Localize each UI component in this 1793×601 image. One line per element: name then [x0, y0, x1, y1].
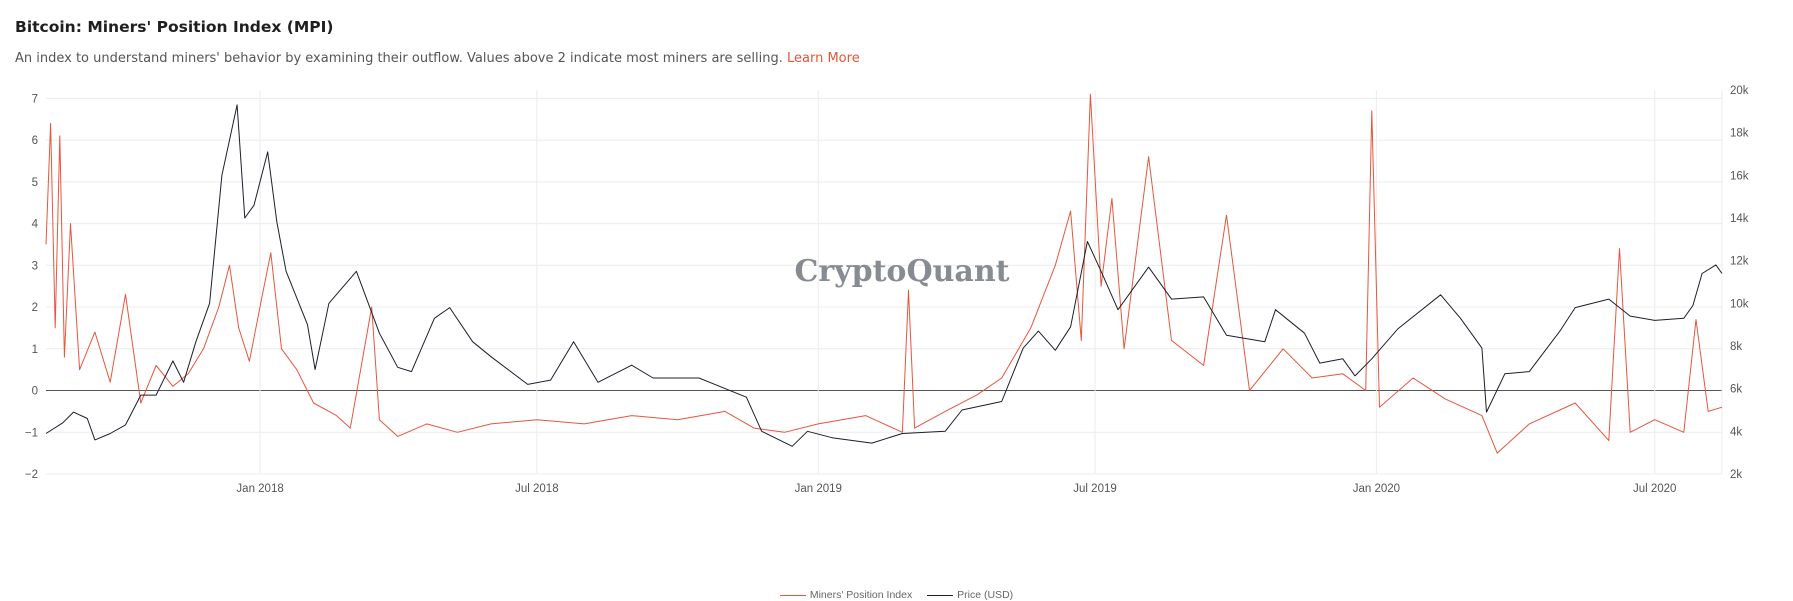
x-tick-label: Jan 2019 — [795, 483, 842, 495]
right-tick-label: 4k — [1730, 426, 1742, 438]
legend-swatch-mpi — [779, 594, 806, 596]
x-axis: Jan 2018 Jul 2018 Jan 2019 Jul 2019 Jan 2020… — [236, 483, 1676, 495]
left-tick-label: 7 — [32, 93, 38, 105]
legend: Miners' Position Index Price (USD) — [0, 589, 1793, 601]
x-tick-label: Jan 2018 — [236, 483, 283, 495]
legend-swatch-price — [927, 594, 954, 596]
watermark-logo: CryptoQuant — [794, 254, 1009, 289]
x-tick-label: Jul 2018 — [515, 483, 558, 495]
right-axis: 2k 4k 6k 8k 10k 12k 14k 16k 18k 20k — [1730, 85, 1749, 481]
right-tick-label: 10k — [1730, 298, 1749, 310]
x-tick-label: Jul 2019 — [1073, 483, 1116, 495]
right-tick-label: 8k — [1730, 341, 1742, 353]
chart-title: Bitcoin: Miners' Position Index (MPI) — [15, 18, 334, 36]
left-tick-label: 5 — [32, 177, 38, 189]
mpi-series-line — [45, 93, 1723, 454]
left-tick-label: 1 — [32, 344, 38, 356]
right-tick-label: 18k — [1730, 128, 1749, 140]
left-tick-label: −2 — [25, 469, 38, 481]
legend-item-mpi[interactable]: Miners' Position Index — [779, 589, 913, 601]
left-tick-label: 6 — [32, 135, 38, 147]
x-tick-label: Jan 2020 — [1353, 483, 1400, 495]
legend-label-price: Price (USD) — [957, 589, 1014, 601]
right-tick-label: 6k — [1730, 384, 1742, 396]
right-tick-label: 20k — [1730, 85, 1749, 97]
left-axis: −2 −1 0 1 2 3 4 5 6 7 — [25, 93, 39, 481]
left-tick-label: 4 — [32, 219, 39, 231]
left-tick-label: 3 — [32, 260, 38, 272]
left-tick-label: 0 — [32, 386, 38, 398]
legend-item-price[interactable]: Price (USD) — [927, 589, 1013, 601]
subtitle-text: An index to understand miners' behavior … — [15, 51, 783, 66]
left-tick-label: 2 — [32, 302, 38, 314]
right-tick-label: 2k — [1730, 469, 1742, 481]
grid-lines — [46, 90, 1723, 475]
right-tick-label: 12k — [1730, 256, 1749, 268]
right-tick-label: 16k — [1730, 170, 1749, 182]
learn-more-link[interactable]: Learn More — [787, 51, 860, 66]
chart-subtitle: An index to understand miners' behavior … — [15, 51, 860, 66]
legend-label-mpi: Miners' Position Index — [809, 589, 913, 601]
x-tick-label: Jul 2020 — [1633, 483, 1676, 495]
price-series-line — [45, 104, 1723, 447]
series-layer — [45, 93, 1723, 454]
left-tick-label: −1 — [25, 427, 38, 439]
right-tick-label: 14k — [1730, 213, 1749, 225]
mpi-price-chart: CryptoQuant −2 −1 0 1 2 3 4 5 6 7 2k 4k 6k 8k 10k 12k 1… — [25, 85, 1749, 495]
